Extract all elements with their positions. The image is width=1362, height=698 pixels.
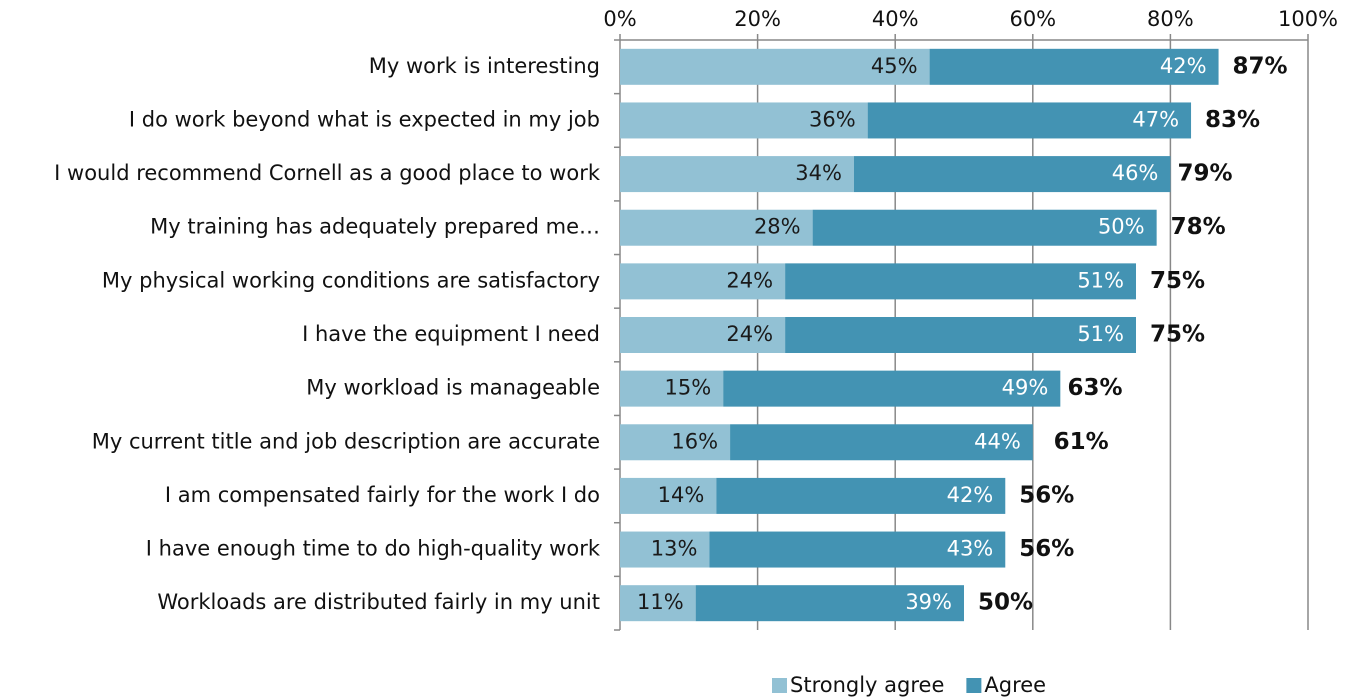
legend-label: Agree bbox=[984, 673, 1046, 697]
total-label: 56% bbox=[1019, 536, 1074, 562]
category-label: My current title and job description are… bbox=[92, 429, 600, 453]
category-label: Workloads are distributed fairly in my u… bbox=[157, 590, 600, 614]
x-tick-label: 100% bbox=[1278, 7, 1338, 31]
legend-swatch bbox=[966, 678, 982, 693]
total-label: 61% bbox=[1054, 429, 1109, 455]
x-tick-label: 80% bbox=[1147, 7, 1194, 31]
bar-segment bbox=[620, 424, 731, 461]
bar-segment bbox=[709, 531, 1006, 568]
total-label: 75% bbox=[1150, 322, 1205, 348]
value-label: 14% bbox=[658, 483, 705, 507]
category-label: I have the equipment I need bbox=[302, 322, 600, 346]
bar-segment bbox=[620, 263, 786, 300]
bar-segment bbox=[716, 477, 1006, 514]
x-tick-label: 40% bbox=[872, 7, 919, 31]
value-label: 16% bbox=[671, 429, 718, 453]
category-label: I would recommend Cornell as a good plac… bbox=[54, 161, 601, 185]
value-label: 42% bbox=[1160, 54, 1207, 78]
x-tick-label: 20% bbox=[734, 7, 781, 31]
value-label: 15% bbox=[665, 376, 712, 400]
value-label: 39% bbox=[905, 590, 952, 614]
bar-segment bbox=[723, 370, 1061, 407]
category-label: My work is interesting bbox=[369, 54, 600, 78]
bar-segment bbox=[620, 209, 813, 246]
value-label: 42% bbox=[947, 483, 994, 507]
bar-segment bbox=[812, 209, 1157, 246]
value-label: 47% bbox=[1132, 107, 1179, 131]
category-label: My physical working conditions are satis… bbox=[102, 268, 600, 292]
value-label: 34% bbox=[795, 161, 842, 185]
category-label: I do work beyond what is expected in my … bbox=[129, 107, 600, 131]
bar-segment bbox=[867, 102, 1192, 139]
total-label: 63% bbox=[1067, 375, 1122, 401]
value-label: 50% bbox=[1098, 215, 1145, 239]
value-label: 51% bbox=[1077, 268, 1124, 292]
total-label: 87% bbox=[1233, 53, 1288, 79]
bar-segment bbox=[620, 156, 854, 193]
total-label: 56% bbox=[1019, 482, 1074, 508]
total-label: 75% bbox=[1150, 268, 1205, 294]
total-label: 79% bbox=[1178, 161, 1233, 187]
bar-segment bbox=[620, 477, 717, 514]
value-label: 24% bbox=[726, 268, 773, 292]
value-label: 44% bbox=[974, 429, 1021, 453]
value-label: 45% bbox=[871, 54, 918, 78]
category-label: I have enough time to do high-quality wo… bbox=[146, 537, 601, 561]
bar-segment bbox=[695, 585, 964, 622]
total-label: 78% bbox=[1171, 214, 1226, 240]
category-label: My training has adequately prepared me… bbox=[150, 215, 600, 239]
category-label: My workload is manageable bbox=[306, 376, 600, 400]
value-label: 51% bbox=[1077, 322, 1124, 346]
value-label: 13% bbox=[651, 537, 698, 561]
value-label: 43% bbox=[947, 537, 994, 561]
value-label: 46% bbox=[1112, 161, 1159, 185]
value-label: 24% bbox=[726, 322, 773, 346]
bar-segment bbox=[620, 531, 710, 568]
total-label: 50% bbox=[978, 590, 1033, 616]
value-label: 11% bbox=[637, 590, 684, 614]
bar-segment bbox=[853, 156, 1171, 193]
bar-segment bbox=[730, 424, 1033, 461]
value-label: 49% bbox=[1002, 376, 1049, 400]
bar-segment bbox=[785, 317, 1136, 353]
x-tick-label: 0% bbox=[603, 7, 636, 31]
bar-segment bbox=[620, 585, 696, 622]
legend-label: Strongly agree bbox=[790, 673, 944, 697]
x-tick-label: 60% bbox=[1009, 7, 1056, 31]
category-label: I am compensated fairly for the work I d… bbox=[165, 483, 600, 507]
value-label: 36% bbox=[809, 107, 856, 131]
bar-segment bbox=[620, 102, 868, 139]
bar-segment bbox=[785, 263, 1136, 300]
bar-segment bbox=[620, 317, 786, 353]
bar-segment bbox=[929, 48, 1219, 85]
total-label: 83% bbox=[1205, 107, 1260, 133]
legend-swatch bbox=[772, 678, 787, 693]
value-label: 28% bbox=[754, 215, 801, 239]
bar-segment bbox=[620, 48, 930, 85]
bar-segment bbox=[620, 370, 724, 407]
